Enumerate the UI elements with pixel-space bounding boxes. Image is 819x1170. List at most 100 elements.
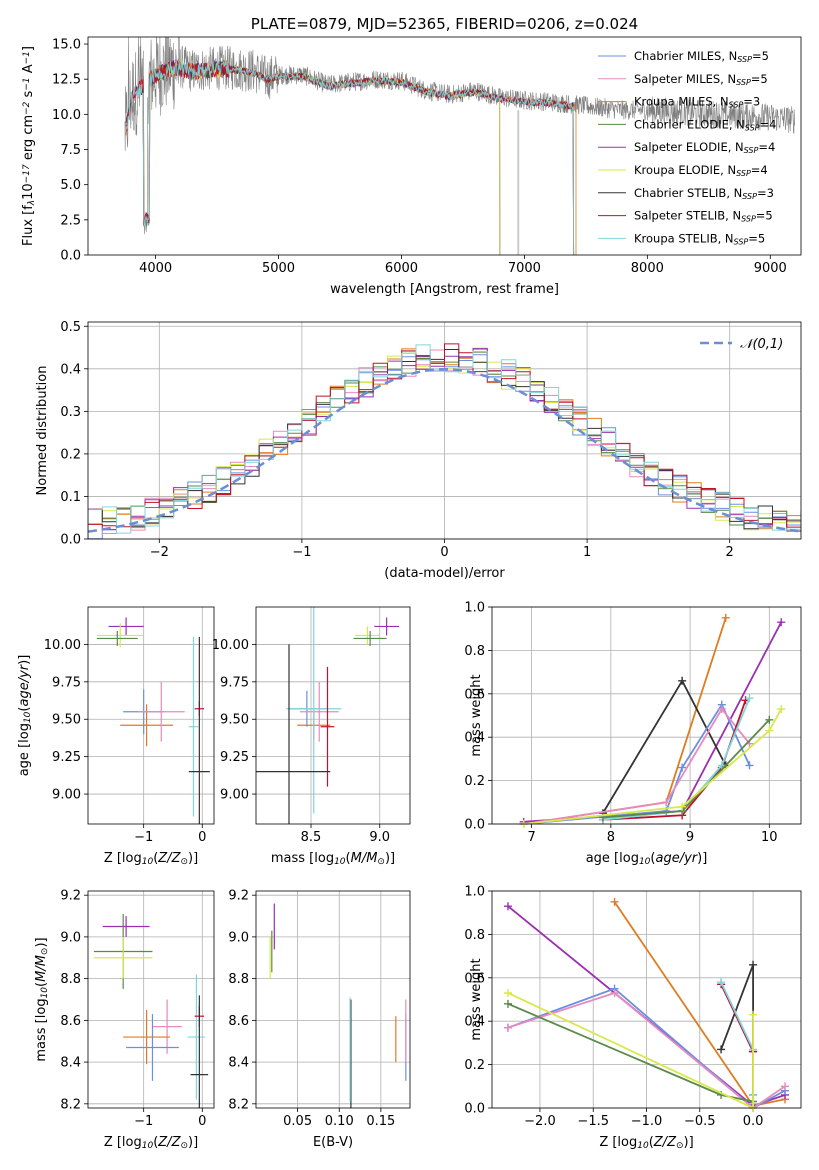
y-axis-label: mass weight	[469, 674, 484, 756]
plot-frame	[87, 321, 802, 540]
y-tick-label: 9.00	[52, 788, 81, 803]
y-tick-label: 9.50	[52, 713, 81, 728]
x-tick-label: 7	[527, 830, 535, 845]
mass-vs-EBV-axes: 0.05 0.10 0.15 8.2 8.4 8.6 8.8 9.0 9.2 E(B-V)	[228, 889, 411, 1150]
weight-marker	[678, 763, 687, 772]
x-tick-label: 8	[607, 830, 615, 845]
y-tick-label: 9.0	[60, 930, 81, 945]
x-tick-label: 6000	[385, 261, 418, 276]
y-tick-label: 0.0	[464, 1102, 485, 1117]
weight-marker	[610, 988, 619, 997]
y-tick-label: 9.25	[52, 750, 81, 765]
age-vs-Z-axes: −1 0 9.00 9.25 9.50 9.75 10.00 Z [log10​(Z/Z⊙​)…	[17, 606, 215, 867]
weight-marker	[717, 761, 726, 770]
weight-marker	[777, 618, 786, 627]
weight-marker	[721, 613, 730, 622]
plot-frame	[491, 890, 802, 1109]
plot-frame	[491, 606, 802, 825]
legend-entry: Salpeter MILES, NSSP​=5	[634, 72, 768, 87]
y-tick-label: 9.2	[60, 889, 81, 904]
y-tick-label: 8.6	[228, 1014, 249, 1029]
spectrum-axes: 4000 5000 6000 7000 8000 9000 0.0 2.5 5.0 7.5 10.0…	[21, 15, 802, 297]
error-bars	[269, 903, 407, 1108]
model-spectrum-line	[125, 61, 577, 255]
x-axis-label: (data-model)/error	[384, 566, 505, 581]
weight-marker	[662, 798, 671, 807]
weight-line	[602, 678, 727, 814]
y-tick-label: 8.8	[228, 972, 249, 987]
y-tick-label: 0.0	[60, 249, 81, 264]
weight-marker	[717, 1045, 726, 1054]
y-tick-label: 9.50	[220, 713, 249, 728]
y-axis-label: age [log10​(age/yr)]	[17, 655, 33, 777]
weight-marker	[765, 726, 774, 735]
y-tick-label: 9.75	[52, 675, 81, 690]
weight-marker	[749, 960, 758, 969]
x-tick-label: 7000	[508, 261, 541, 276]
weight-marker	[503, 999, 512, 1008]
y-tick-label: 9.75	[220, 675, 249, 690]
gaussian-curve	[88, 368, 799, 533]
histograms	[88, 343, 801, 539]
residuals-axes: −2 −1 0 1 2 0.0 0.1 0.2 0.3 0.4 0.5 (data-model)/er…	[35, 320, 802, 581]
y-tick-label: 7.5	[60, 143, 81, 158]
weight-vs-age-axes: 7 8 9 10 0.0 0.2 0.4 0.6 0.8 1.0 age [log10​(age/y…	[464, 601, 802, 867]
y-tick-label: 0.8	[464, 644, 485, 659]
model-spectrum-line	[142, 60, 501, 255]
legend-entry: Chabrier STELIB, NSSP​=3	[634, 186, 774, 201]
plot-frame	[87, 890, 215, 1109]
y-tick-label: 10.0	[52, 108, 81, 123]
x-axis-label: age [log10​(age/yr)]	[586, 851, 708, 867]
x-axis-label: Z [log10​(Z/Z⊙​)]	[104, 851, 198, 867]
x-tick-label: 9	[686, 830, 694, 845]
x-tick-label: −1.0	[631, 1114, 663, 1129]
x-tick-label: −2.0	[524, 1114, 556, 1129]
y-axis-label: Flux [fλ​10−17​ erg cm−2​ s−1​ A−1​]	[21, 46, 37, 246]
y-tick-label: 1.0	[464, 885, 485, 900]
y-tick-label: 0.2	[464, 774, 485, 789]
weight-marker	[678, 676, 687, 685]
y-axis-label: mass [log10​(M/M⊙​)]	[34, 937, 50, 1061]
weight-line	[523, 707, 751, 825]
weight-vs-Z-axes: −2.0 −1.5 −1.0 −0.5 0.0 0.0 0.2 0.4 0.6 0.8 1.0 Z […	[464, 885, 802, 1151]
y-tick-label: 0.1	[60, 490, 81, 505]
y-tick-label: 2.5	[60, 213, 81, 228]
x-tick-label: 0	[198, 1114, 206, 1129]
weight-marker	[781, 1082, 790, 1091]
weight-marker	[717, 704, 726, 713]
x-tick-label: −0.5	[684, 1114, 716, 1129]
legend: Chabrier MILES, NSSP​=5 Salpeter MILES, N…	[598, 49, 776, 246]
x-axis-label: Z [log10​(Z/Z⊙​)]	[599, 1135, 693, 1151]
legend-entry: 𝒩(0,1)	[740, 337, 783, 352]
y-tick-label: 0.2	[60, 447, 81, 462]
plot-frame	[255, 890, 411, 1109]
x-tick-label: 9.0	[369, 830, 390, 845]
y-tick-label: 8.6	[60, 1014, 81, 1029]
weight-marker	[749, 1010, 758, 1019]
weight-lines	[519, 613, 786, 828]
y-tick-label: 9.0	[228, 930, 249, 945]
x-tick-label: 0	[198, 830, 206, 845]
weight-marker	[717, 978, 726, 987]
weight-line	[507, 987, 786, 1110]
mass-vs-Z-axes: −1 0 8.2 8.4 8.6 8.8 9.0 9.2 Z [log10​(Z/Z⊙​)] ma…	[34, 889, 215, 1151]
error-bars	[96, 617, 210, 824]
y-tick-label: 8.8	[60, 972, 81, 987]
y-tick-label: 0.4	[60, 362, 81, 377]
weight-line	[720, 964, 754, 1095]
spectrum-data	[124, 37, 795, 255]
chart-title: PLATE=0879, MJD=52365, FIBERID=0206, z=0…	[251, 15, 638, 33]
age-vs-mass-axes: 8.5 9.0 9.00 9.25 9.50 9.75 10.00 mass [log10​(…	[212, 606, 411, 867]
weight-marker	[745, 694, 754, 703]
y-tick-label: 0.6	[464, 971, 485, 986]
model-spectrum-line	[142, 58, 501, 255]
y-tick-label: 0.3	[60, 405, 81, 420]
y-tick-label: 0.8	[464, 928, 485, 943]
x-tick-label: −1	[134, 830, 153, 845]
x-tick-label: 0.15	[366, 1114, 395, 1129]
y-tick-label: 12.5	[52, 73, 81, 88]
y-tick-label: 0.2	[464, 1058, 485, 1073]
x-tick-label: −2	[150, 545, 169, 560]
model-spectrum-line	[125, 60, 575, 255]
